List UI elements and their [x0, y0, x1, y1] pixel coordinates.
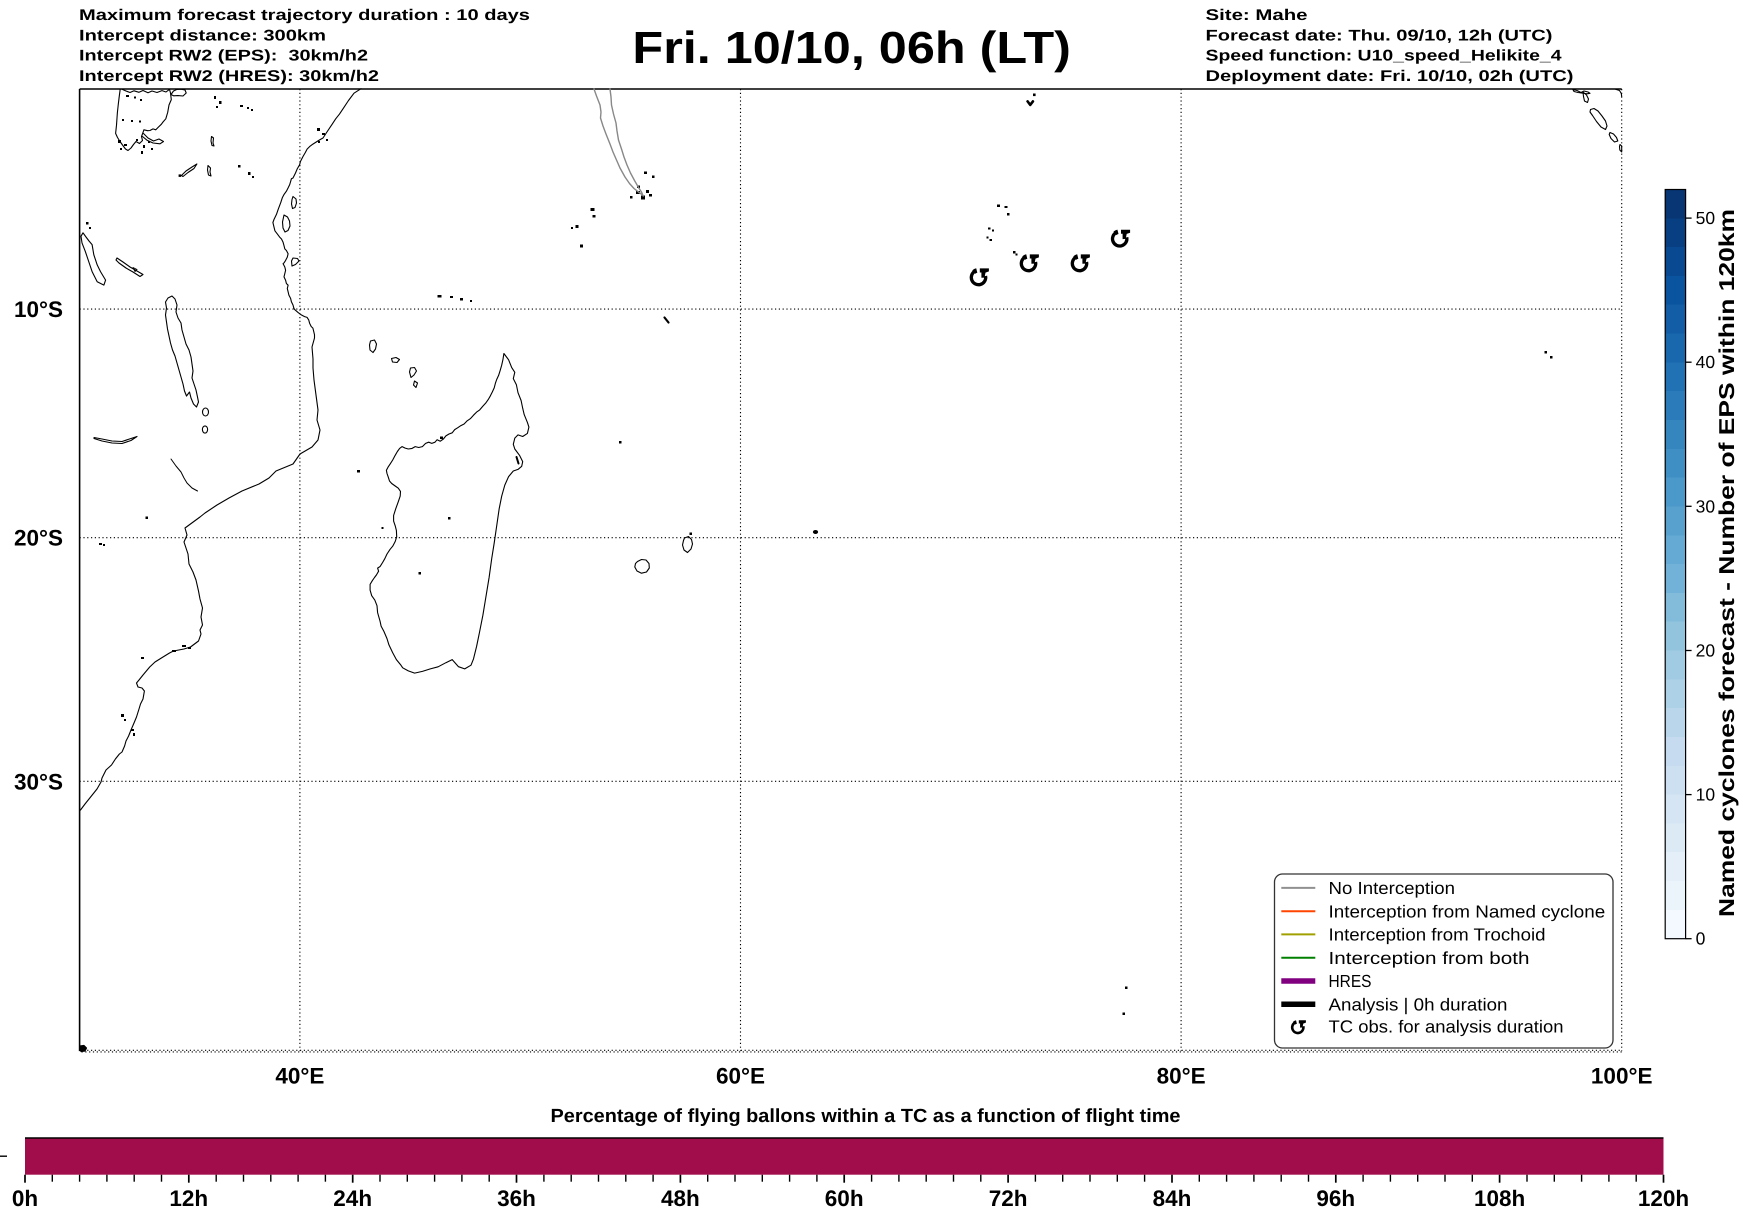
svg-text:Intercept RW2 (HRES): 30km/h2: Intercept RW2 (HRES): 30km/h2 [79, 68, 379, 85]
svg-text:50: 50 [1696, 208, 1716, 228]
svg-text:Interception from both: Interception from both [1329, 948, 1530, 968]
svg-text:Maximum forecast trajectory du: Maximum forecast trajectory duration : 1… [79, 7, 530, 24]
svg-text:12h: 12h [169, 1186, 208, 1211]
svg-text:36h: 36h [497, 1186, 536, 1211]
svg-text:60h: 60h [825, 1186, 864, 1211]
svg-text:Interception from Named cyclon: Interception from Named cyclone [1329, 901, 1606, 921]
svg-text:Intercept distance: 300km: Intercept distance: 300km [79, 27, 326, 44]
svg-text:108h: 108h [1474, 1186, 1525, 1211]
svg-text:Forecast date: Thu. 09/10, 12h: Forecast date: Thu. 09/10, 12h (UTC) [1206, 27, 1553, 44]
svg-text:100°E: 100°E [1591, 1064, 1653, 1089]
svg-text:HRES: HRES [1329, 971, 1372, 991]
svg-text:10°S: 10°S [14, 297, 63, 322]
svg-text:0h: 0h [12, 1186, 38, 1211]
svg-text:Named cyclones forecast - Numb: Named cyclones forecast - Number of EPS … [1715, 209, 1739, 917]
svg-text:60°E: 60°E [716, 1064, 765, 1089]
svg-text:80°E: 80°E [1157, 1064, 1206, 1089]
svg-text:TC obs. for analysis duration: TC obs. for analysis duration [1329, 1017, 1564, 1037]
svg-text:30°S: 30°S [14, 769, 63, 794]
svg-text:Site: Mahe: Site: Mahe [1206, 7, 1308, 24]
svg-text:40: 40 [1696, 352, 1716, 372]
svg-text:Deployment date: Fri. 10/10, 0: Deployment date: Fri. 10/10, 02h (UTC) [1206, 68, 1574, 85]
svg-text:Analysis | 0h duration: Analysis | 0h duration [1329, 994, 1508, 1014]
svg-text:Fri. 10/10, 06h (LT): Fri. 10/10, 06h (LT) [632, 22, 1071, 73]
svg-text:24h: 24h [333, 1186, 372, 1211]
svg-text:72h: 72h [989, 1186, 1028, 1211]
svg-text:Percentage of flying ballons w: Percentage of flying ballons within a TC… [551, 1106, 1181, 1127]
svg-text:84h: 84h [1153, 1186, 1192, 1211]
svg-text:96h: 96h [1316, 1186, 1355, 1211]
svg-text:Intercept RW2 (EPS): 30km/h2: Intercept RW2 (EPS): 30km/h2 [79, 48, 368, 65]
svg-text:40°E: 40°E [275, 1064, 324, 1089]
svg-text:0: 0 [1696, 929, 1706, 949]
svg-text:10: 10 [1696, 785, 1716, 805]
svg-text:20°S: 20°S [14, 526, 63, 551]
svg-text:No Interception: No Interception [1329, 878, 1456, 898]
svg-text:20: 20 [1696, 641, 1716, 661]
svg-text:Speed function: U10_speed_Heli: Speed function: U10_speed_Helikite_4 [1206, 48, 1562, 65]
svg-text:120h: 120h [1638, 1186, 1689, 1211]
svg-text:48h: 48h [661, 1186, 700, 1211]
svg-text:30: 30 [1696, 496, 1716, 516]
svg-text:Interception from Trochoid: Interception from Trochoid [1329, 925, 1546, 945]
